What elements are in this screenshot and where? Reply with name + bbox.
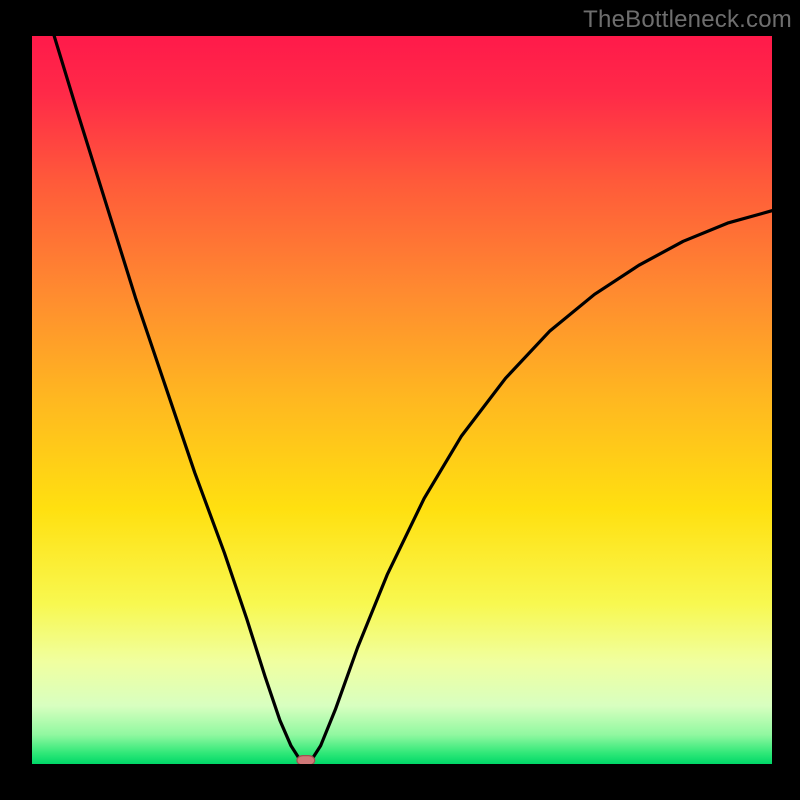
watermark-text: TheBottleneck.com xyxy=(583,6,792,34)
plot-svg xyxy=(32,36,772,764)
plot-area xyxy=(32,36,772,764)
chart-container: TheBottleneck.com xyxy=(0,0,800,800)
gradient-background xyxy=(32,36,772,764)
optimal-point-marker xyxy=(297,756,315,764)
